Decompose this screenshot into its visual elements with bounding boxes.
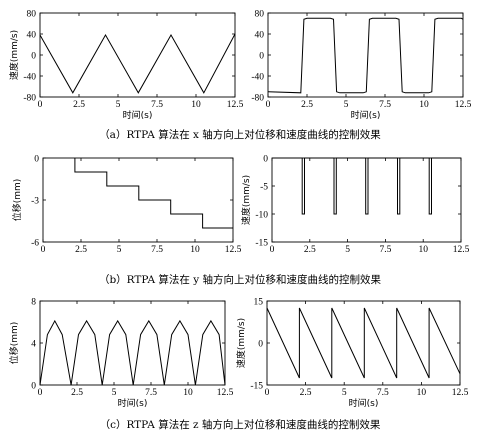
y-axis-label: 位移(mm) [8, 322, 20, 365]
x-tick-label: 12.5 [217, 388, 234, 398]
y-tick-label: -40 [251, 73, 264, 83]
y-tick-label: 15 [254, 298, 264, 308]
y-tick-label: 0 [259, 52, 264, 62]
y-axis-label: 速度(mm/s) [8, 30, 20, 80]
caption-a: （a）RTPA 算法在 x 轴方向上对位移和速度曲线的控制效果 [99, 128, 381, 141]
y-tick-label: -40 [23, 73, 36, 83]
x-tick-label: 5 [344, 100, 349, 110]
x-tick-label: 7.5 [145, 388, 157, 398]
x-tick-label: 5 [116, 100, 121, 110]
y-tick-label: 8 [31, 298, 36, 308]
x-tick-label: 5 [342, 388, 347, 398]
series-line-b-right [272, 157, 461, 215]
series-line-a-right [267, 17, 464, 94]
x-tick-label: 2.5 [73, 100, 85, 110]
y-tick-label: 40 [255, 31, 265, 41]
y-tick-label: 0 [31, 382, 36, 392]
x-tick-label: 12.5 [453, 245, 470, 255]
x-tick-label: 10 [417, 388, 427, 398]
y-tick-label: 0 [31, 52, 36, 62]
x-tick-label: 2.5 [71, 388, 83, 398]
y-tick-label: 0 [263, 155, 268, 165]
series-line-b-left [74, 158, 233, 229]
x-tick-label: 7.5 [151, 100, 163, 110]
plot-frame-c-right [266, 300, 461, 386]
x-tick-label: 10 [418, 245, 428, 255]
x-tick-label: 0 [38, 388, 43, 398]
x-tick-label: 0 [265, 388, 270, 398]
x-tick-label: 12.5 [227, 100, 244, 110]
x-tick-label: 0 [38, 100, 43, 110]
x-tick-label: 2.5 [300, 388, 312, 398]
x-tick-label: 10 [183, 388, 193, 398]
caption-b: （b）RTPA 算法在 y 轴方向上对位移和速度曲线的控制效果 [99, 273, 382, 286]
x-tick-label: 10 [191, 100, 201, 110]
x-axis-label: 时间(s) [123, 109, 153, 121]
plot-frame-a-left [39, 12, 236, 98]
y-tick-label: 40 [27, 31, 37, 41]
x-tick-label: 0 [41, 245, 46, 255]
y-tick-label: 80 [255, 10, 265, 20]
x-tick-label: 5 [117, 245, 122, 255]
plot-frame-b-left [42, 157, 234, 243]
x-tick-label: 2.5 [304, 245, 316, 255]
y-tick-label: -80 [23, 94, 36, 104]
y-tick-label: -80 [251, 94, 264, 104]
x-axis-label: 时间(s) [118, 397, 148, 409]
series-line-c-left [39, 319, 226, 386]
x-tick-label: 0 [266, 100, 271, 110]
caption-c: （c）RTPA 算法在 z 轴方向上对位移和速度曲线的控制效果 [100, 418, 381, 431]
plot-frame-b-right [271, 157, 462, 243]
x-tick-label: 2.5 [301, 100, 313, 110]
y-axis-label: 速度(mm/s) [235, 318, 247, 368]
x-tick-label: 7.5 [379, 245, 391, 255]
x-tick-label: 5 [112, 388, 117, 398]
y-tick-label: 0 [258, 340, 263, 350]
series-line-a-left [39, 33, 236, 94]
x-tick-label: 2.5 [75, 245, 87, 255]
y-tick-label: -15 [250, 382, 263, 392]
y-tick-label: 4 [31, 340, 36, 350]
x-tick-label: 12.5 [225, 245, 242, 255]
x-tick-label: 5 [345, 245, 350, 255]
x-tick-label: 10 [419, 100, 429, 110]
x-axis-label: 时间(s) [351, 109, 381, 121]
x-tick-label: 7.5 [151, 245, 163, 255]
x-tick-label: 10 [190, 245, 200, 255]
y-tick-label: -6 [31, 239, 39, 249]
x-axis-label: 时间(s) [349, 397, 379, 409]
y-tick-label: -10 [255, 211, 268, 221]
x-tick-label: 0 [270, 245, 275, 255]
y-tick-label: -15 [255, 239, 268, 249]
y-axis-label: 速度(mm/s) [240, 175, 252, 225]
y-tick-label: 80 [27, 10, 37, 20]
x-tick-label: 12.5 [452, 388, 469, 398]
y-tick-label: -5 [260, 183, 268, 193]
x-tick-label: 7.5 [377, 388, 389, 398]
x-tick-label: 12.5 [455, 100, 472, 110]
y-tick-label: 0 [34, 155, 39, 165]
series-line-c-right [266, 307, 461, 379]
x-tick-label: 7.5 [379, 100, 391, 110]
y-axis-label: 位移(mm) [11, 179, 23, 222]
y-tick-label: -3 [31, 197, 39, 207]
